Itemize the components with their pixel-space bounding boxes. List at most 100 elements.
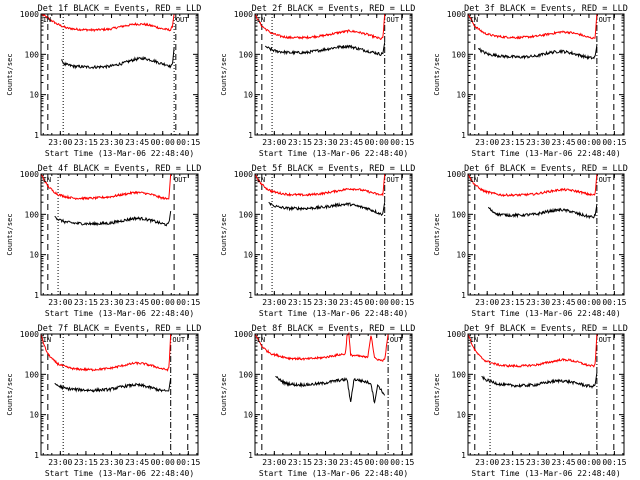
in-marker-label: IN (43, 176, 51, 184)
lld-series-line (467, 173, 598, 198)
y-tick-label: 1 (34, 451, 39, 460)
x-tick-label: 23:15 (288, 138, 312, 147)
plot-frame (254, 13, 413, 136)
x-tick-label: 00:00 (577, 458, 601, 467)
x-tick-label: 23:00 (475, 138, 499, 147)
x-tick-label: 23:45 (339, 138, 363, 147)
y-tick-label: 10 (456, 91, 466, 100)
in-marker-label: IN (257, 336, 265, 344)
x-tick-label: 00:00 (151, 458, 175, 467)
plot-frame (40, 13, 199, 136)
y-tick-label: 10 (456, 411, 466, 420)
lld-series-line (40, 333, 172, 372)
y-axis-label: Counts/sec (220, 53, 228, 95)
panel-title: Det 7f BLACK = Events, RED = LLD (38, 324, 202, 334)
plot-frame (40, 173, 199, 296)
x-axis-label: Start Time (13-Mar-06 22:48:40) (471, 469, 620, 478)
x-tick-label: 23:45 (551, 458, 575, 467)
in-marker-label: IN (257, 176, 265, 184)
out-marker-label: OUT (390, 336, 403, 344)
plot-frame (254, 333, 413, 456)
out-marker-label: OUT (599, 336, 612, 344)
out-marker-label: OUT (386, 16, 399, 24)
out-marker-label: OUT (386, 176, 399, 184)
events-series-line (268, 201, 386, 217)
y-tick-label: 1 (248, 131, 253, 140)
x-tick-label: 00:00 (365, 138, 389, 147)
x-tick-label: 00:00 (151, 138, 175, 147)
y-tick-label: 100 (452, 370, 467, 379)
plot-frame (467, 333, 625, 456)
y-tick-label: 100 (452, 210, 467, 219)
plot-frame (467, 13, 625, 136)
panel-title: Det 6f BLACK = Events, RED = LLD (464, 164, 628, 174)
detector-panel-7: Det 7f BLACK = Events, RED = LLD Counts/s… (6, 324, 201, 478)
events-series-line (54, 378, 172, 393)
x-tick-label: 23:00 (475, 298, 499, 307)
detector-panel-9: Det 9f BLACK = Events, RED = LLD Counts/s… (433, 324, 628, 478)
detector-panel-1: Det 1f BLACK = Events, RED = LLD Counts/s… (6, 4, 201, 158)
detector-panel-6: Det 6f BLACK = Events, RED = LLD Counts/s… (433, 164, 628, 318)
x-axis-label: Start Time (13-Mar-06 22:48:40) (45, 469, 194, 478)
x-tick-label: 23:15 (74, 138, 98, 147)
y-axis-label: Counts/sec (6, 53, 14, 95)
x-tick-label: 23:30 (99, 458, 123, 467)
plot-frame (40, 333, 199, 456)
out-marker-label: OUT (599, 176, 612, 184)
y-tick-label: 1000 (20, 330, 39, 339)
lld-series-line (40, 13, 175, 33)
x-tick-label: 00:00 (151, 298, 175, 307)
y-tick-label: 100 (25, 370, 40, 379)
detector-panel-5: Det 5f BLACK = Events, RED = LLD Counts/s… (220, 164, 415, 318)
x-axis-label: Start Time (13-Mar-06 22:48:40) (471, 309, 620, 318)
panel-title: Det 8f BLACK = Events, RED = LLD (252, 324, 416, 334)
in-marker-label: IN (470, 16, 478, 24)
x-tick-label: 23:00 (48, 298, 72, 307)
x-tick-label: 23:15 (74, 298, 98, 307)
x-tick-label: 23:30 (313, 298, 337, 307)
y-axis-label: Counts/sec (433, 213, 441, 255)
x-axis-label: Start Time (13-Mar-06 22:48:40) (471, 149, 620, 158)
x-tick-label: 23:00 (262, 138, 286, 147)
x-tick-label: 00:15 (176, 138, 200, 147)
x-tick-label: 00:15 (602, 138, 626, 147)
out-marker-label: OUT (176, 16, 189, 24)
out-marker-label: OUT (599, 16, 612, 24)
x-tick-label: 00:15 (602, 458, 626, 467)
x-tick-label: 00:15 (176, 458, 200, 467)
x-tick-label: 23:30 (313, 138, 337, 147)
lld-series-line (254, 173, 386, 197)
panel-title: Det 3f BLACK = Events, RED = LLD (464, 4, 628, 14)
lld-series-line (40, 173, 172, 201)
x-tick-label: 23:30 (526, 298, 550, 307)
y-axis-label: Counts/sec (433, 373, 441, 415)
x-tick-label: 00:15 (176, 298, 200, 307)
x-tick-label: 23:00 (262, 458, 286, 467)
in-marker-label: IN (43, 336, 51, 344)
lld-series-line (467, 333, 598, 369)
events-series-line (264, 42, 386, 57)
x-tick-label: 23:00 (48, 458, 72, 467)
y-tick-label: 100 (25, 50, 40, 59)
x-tick-label: 00:15 (390, 298, 414, 307)
detector-panel-3: Det 3f BLACK = Events, RED = LLD Counts/s… (433, 4, 628, 158)
y-tick-label: 1 (248, 451, 253, 460)
panel-title: Det 1f BLACK = Events, RED = LLD (38, 4, 202, 14)
y-tick-label: 10 (243, 91, 253, 100)
events-series-line (61, 47, 175, 70)
lld-series-line (254, 331, 389, 362)
y-tick-label: 1 (34, 131, 39, 140)
y-tick-label: 10 (29, 411, 39, 420)
y-tick-label: 1000 (447, 10, 466, 19)
y-tick-label: 1000 (234, 330, 253, 339)
events-series-line (477, 44, 598, 61)
y-tick-label: 1000 (20, 10, 39, 19)
y-axis-label: Counts/sec (220, 213, 228, 255)
x-tick-label: 23:30 (99, 138, 123, 147)
y-tick-label: 100 (239, 210, 254, 219)
y-axis-label: Counts/sec (6, 373, 14, 415)
x-tick-label: 23:00 (48, 138, 72, 147)
y-tick-label: 10 (29, 91, 39, 100)
y-tick-label: 100 (452, 50, 467, 59)
